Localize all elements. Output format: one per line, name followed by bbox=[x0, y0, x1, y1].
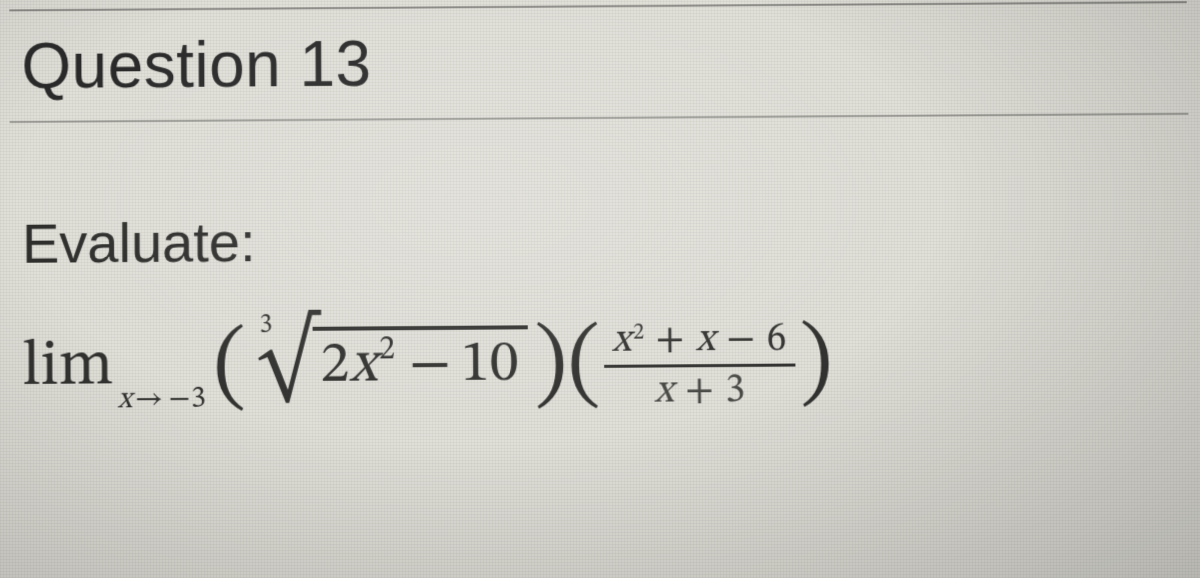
radicand-minus: − bbox=[399, 336, 461, 395]
num-x1-pow: 2 bbox=[633, 322, 645, 344]
lim-subscript: x→−3 bbox=[118, 385, 208, 416]
den-x: x bbox=[654, 371, 675, 411]
question-body: Evaluate: lim x→−3 ( 3 √ 2x2 − 10 ) ( bbox=[0, 115, 1200, 414]
open-paren-1: ( bbox=[213, 322, 246, 414]
num-x1: x bbox=[612, 320, 633, 360]
radicand-var: x bbox=[349, 336, 377, 394]
den-const: 3 bbox=[725, 370, 746, 410]
math-expression: lim x→−3 ( 3 √ 2x2 − 10 ) ( x2 bbox=[22, 314, 1180, 414]
num-const: 6 bbox=[767, 319, 788, 359]
prompt-text: Evaluate: bbox=[22, 203, 1179, 276]
radicand-coeff: 2 bbox=[320, 337, 349, 395]
lim-target: −3 bbox=[168, 385, 207, 415]
question-title: Question 13 bbox=[0, 3, 1198, 121]
open-paren-2: ( bbox=[567, 320, 601, 412]
page-sheet: Question 13 Evaluate: lim x→−3 ( 3 √ 2x2… bbox=[0, 0, 1200, 578]
num-minus: − bbox=[726, 319, 756, 359]
radicand-const: 10 bbox=[461, 335, 519, 394]
numerator: x2 + x − 6 bbox=[604, 319, 796, 367]
den-plus: + bbox=[685, 371, 715, 411]
close-paren-2: ) bbox=[799, 318, 833, 410]
close-paren-1: ) bbox=[534, 320, 568, 412]
limit: lim x→−3 bbox=[22, 335, 207, 400]
cube-root: 3 √ 2x2 − 10 bbox=[246, 325, 529, 405]
num-x2: x bbox=[696, 319, 717, 359]
radicand: 2x2 − 10 bbox=[312, 325, 528, 395]
lim-word: lim bbox=[22, 335, 113, 400]
fraction: x2 + x − 6 x + 3 bbox=[604, 319, 796, 412]
radicand-power: 2 bbox=[379, 334, 395, 366]
num-plus: + bbox=[655, 320, 685, 360]
denominator: x + 3 bbox=[646, 366, 754, 411]
lim-arrow: → bbox=[133, 385, 169, 415]
lim-var: x bbox=[118, 385, 134, 415]
radical-sign: √ bbox=[256, 323, 318, 402]
